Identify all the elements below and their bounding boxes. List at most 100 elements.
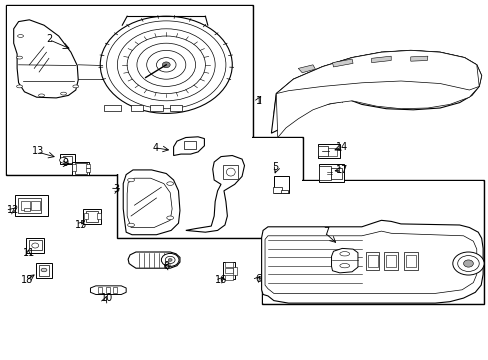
Polygon shape bbox=[185, 156, 244, 232]
Bar bbox=[365, 252, 379, 270]
Bar bbox=[224, 262, 232, 266]
Bar bbox=[273, 188, 282, 193]
Text: 15: 15 bbox=[74, 220, 87, 230]
Circle shape bbox=[106, 21, 225, 109]
Bar bbox=[24, 208, 30, 211]
Bar bbox=[98, 287, 102, 293]
Polygon shape bbox=[276, 50, 478, 94]
Bar bbox=[318, 164, 344, 182]
Ellipse shape bbox=[339, 264, 349, 268]
Bar bbox=[29, 240, 41, 250]
Bar bbox=[224, 275, 232, 279]
Bar bbox=[85, 168, 90, 172]
Circle shape bbox=[168, 258, 172, 261]
Polygon shape bbox=[261, 220, 482, 303]
Ellipse shape bbox=[39, 94, 44, 97]
Polygon shape bbox=[371, 56, 390, 63]
Bar bbox=[170, 105, 182, 111]
Ellipse shape bbox=[41, 268, 47, 272]
Polygon shape bbox=[173, 137, 204, 156]
Bar bbox=[386, 255, 395, 267]
Text: 11: 11 bbox=[23, 248, 36, 258]
Polygon shape bbox=[332, 59, 352, 67]
Polygon shape bbox=[271, 50, 481, 133]
Circle shape bbox=[60, 157, 67, 163]
Polygon shape bbox=[14, 20, 78, 98]
Ellipse shape bbox=[17, 85, 22, 88]
Bar bbox=[317, 144, 339, 158]
Ellipse shape bbox=[61, 92, 66, 95]
Ellipse shape bbox=[17, 56, 22, 59]
Bar bbox=[330, 168, 341, 179]
Polygon shape bbox=[264, 231, 476, 293]
Bar bbox=[263, 181, 482, 303]
Bar bbox=[21, 202, 30, 211]
Circle shape bbox=[146, 50, 185, 79]
Bar bbox=[18, 198, 41, 213]
Polygon shape bbox=[276, 50, 481, 138]
Circle shape bbox=[137, 43, 195, 86]
Bar bbox=[261, 180, 483, 304]
Ellipse shape bbox=[166, 182, 173, 185]
Polygon shape bbox=[331, 248, 357, 273]
Bar bbox=[384, 252, 397, 270]
Bar bbox=[317, 146, 327, 156]
Text: 3: 3 bbox=[113, 184, 119, 194]
Text: 17: 17 bbox=[335, 165, 348, 175]
Text: 5: 5 bbox=[271, 162, 277, 172]
Ellipse shape bbox=[18, 35, 23, 37]
Bar bbox=[273, 176, 288, 193]
Text: 2: 2 bbox=[46, 34, 52, 44]
Bar bbox=[60, 154, 75, 164]
Bar bbox=[82, 209, 101, 224]
Bar bbox=[367, 255, 377, 267]
Circle shape bbox=[162, 62, 170, 68]
Text: 8: 8 bbox=[163, 261, 169, 271]
Text: 18: 18 bbox=[20, 275, 33, 285]
Bar bbox=[319, 166, 331, 180]
Bar bbox=[26, 238, 44, 253]
Text: 4: 4 bbox=[152, 143, 158, 153]
Bar bbox=[280, 190, 288, 193]
Text: 7: 7 bbox=[323, 227, 329, 237]
Text: 14: 14 bbox=[335, 142, 348, 152]
Text: 6: 6 bbox=[255, 274, 261, 284]
Circle shape bbox=[452, 252, 483, 275]
Text: 12: 12 bbox=[7, 204, 20, 215]
Bar bbox=[131, 105, 143, 111]
Polygon shape bbox=[123, 170, 180, 235]
Circle shape bbox=[127, 36, 205, 94]
Bar bbox=[7, 6, 251, 174]
Circle shape bbox=[463, 260, 472, 267]
Bar bbox=[62, 156, 72, 163]
Bar bbox=[405, 255, 415, 267]
Ellipse shape bbox=[339, 252, 349, 256]
Polygon shape bbox=[90, 286, 126, 294]
Text: 10: 10 bbox=[100, 293, 113, 303]
Bar bbox=[327, 148, 336, 156]
Polygon shape bbox=[127, 178, 172, 228]
Circle shape bbox=[100, 16, 232, 113]
Text: 9: 9 bbox=[62, 158, 68, 168]
Text: 16: 16 bbox=[214, 275, 227, 285]
Ellipse shape bbox=[166, 216, 173, 220]
Circle shape bbox=[117, 29, 215, 101]
Ellipse shape bbox=[127, 223, 134, 227]
Bar bbox=[74, 163, 87, 174]
Bar bbox=[113, 287, 117, 293]
Bar bbox=[150, 105, 162, 111]
Circle shape bbox=[156, 58, 176, 72]
Text: 1: 1 bbox=[256, 96, 262, 106]
Ellipse shape bbox=[127, 178, 134, 182]
Bar bbox=[119, 138, 301, 237]
Bar bbox=[6, 5, 253, 175]
Polygon shape bbox=[410, 56, 427, 61]
Polygon shape bbox=[128, 252, 180, 268]
Bar bbox=[39, 265, 49, 276]
Polygon shape bbox=[298, 65, 315, 73]
Bar bbox=[36, 263, 52, 278]
Bar bbox=[83, 213, 87, 219]
Bar bbox=[232, 267, 236, 275]
Circle shape bbox=[161, 253, 179, 266]
Ellipse shape bbox=[226, 168, 235, 176]
